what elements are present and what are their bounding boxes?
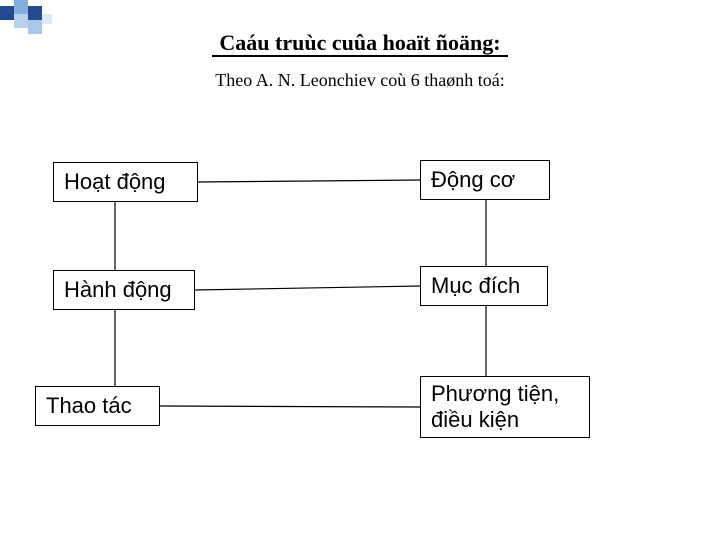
page-subtitle: Theo A. N. Leonchiev coù 6 thaønh toá: [0, 70, 720, 91]
title-underline [212, 55, 508, 57]
node-label: Thao tác [46, 393, 132, 419]
node-label: Hoạt động [64, 169, 166, 195]
deco-square [14, 0, 28, 14]
node-hoat-dong: Hoạt động [53, 162, 198, 202]
node-phuong-tien: Phương tiện, điều kiện [420, 376, 590, 438]
node-thao-tac: Thao tác [35, 386, 160, 426]
page-title: Caáu truùc cuûa hoaït ñoäng: [0, 30, 720, 56]
title-text: Caáu truùc cuûa hoaït ñoäng: [219, 30, 500, 55]
deco-square [0, 6, 14, 20]
node-dong-co: Động cơ [420, 160, 550, 200]
node-label: Động cơ [431, 167, 515, 193]
deco-square [28, 6, 42, 20]
edge-hanh-dong-muc-dich [195, 286, 420, 290]
subtitle-text: Theo A. N. Leonchiev coù 6 thaønh toá: [215, 70, 504, 90]
node-label: Mục đích [431, 273, 520, 299]
edge-hoat-dong-dong-co [198, 180, 420, 182]
edge-thao-tac-phuong-tien [160, 406, 420, 407]
node-hanh-dong: Hành động [53, 270, 195, 310]
deco-square [42, 14, 52, 24]
node-label: Hành động [64, 277, 172, 303]
node-label: Phương tiện, điều kiện [431, 381, 559, 434]
deco-square [14, 14, 28, 28]
node-muc-dich: Mục đích [420, 266, 548, 306]
